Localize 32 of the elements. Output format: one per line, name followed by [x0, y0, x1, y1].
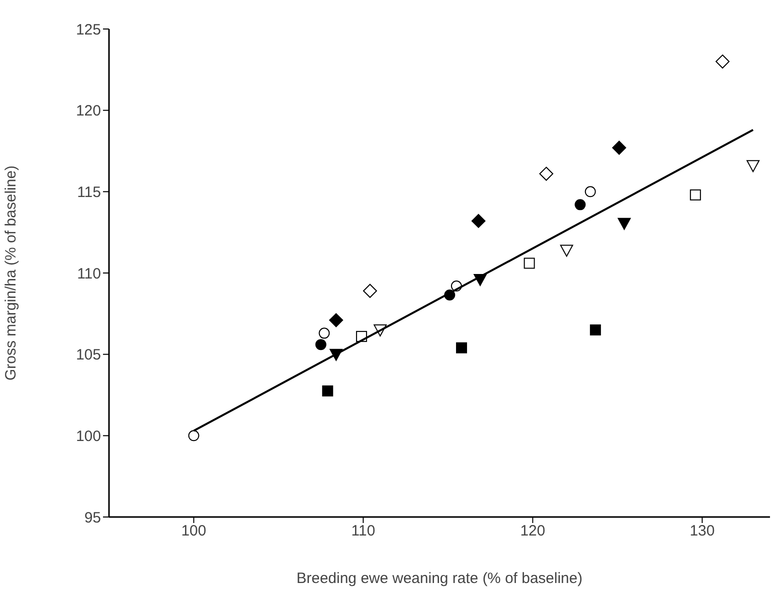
point [524, 258, 535, 269]
point [716, 54, 730, 69]
point [188, 430, 200, 442]
point [539, 166, 554, 181]
point [746, 160, 760, 172]
y-tick-label: 115 [77, 184, 101, 201]
point [363, 284, 378, 298]
y-axis-title: Gross margin/ha (% of baseline) [2, 165, 20, 381]
point [574, 199, 586, 210]
x-axis-title: Breeding ewe weaning rate (% of baseline) [296, 570, 583, 587]
point [318, 328, 330, 339]
point [590, 324, 601, 336]
point [560, 244, 574, 257]
y-tick-label: 120 [76, 102, 101, 120]
point [329, 313, 344, 328]
y-tick-label: 125 [76, 21, 101, 38]
y-tick-label: 100 [76, 428, 101, 445]
point [456, 342, 468, 354]
y-tick-label: 110 [77, 265, 101, 282]
point [612, 140, 626, 155]
x-tick-label: 120 [520, 522, 546, 540]
point [315, 339, 326, 350]
point [690, 189, 701, 200]
point [618, 218, 631, 230]
y-tick-label: 105 [76, 346, 101, 364]
x-tick-label: 130 [690, 522, 715, 540]
x-tick-label: 110 [351, 522, 376, 540]
point [322, 385, 334, 396]
point [584, 186, 596, 198]
y-tick-label: 95 [84, 509, 101, 526]
point [471, 214, 486, 228]
x-tick-label: 100 [181, 522, 206, 540]
